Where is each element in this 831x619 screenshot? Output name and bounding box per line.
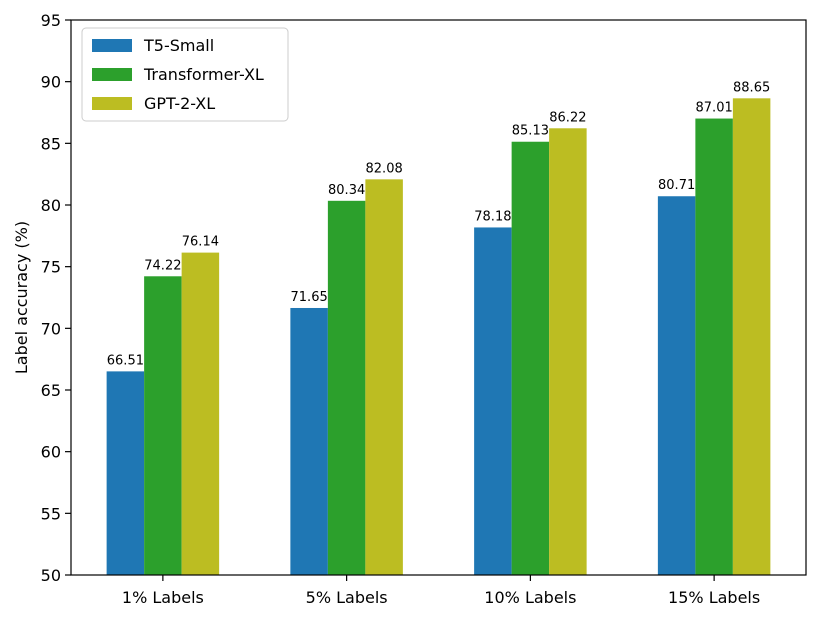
y-tick-label: 55	[41, 504, 61, 523]
plot-frame	[70, 19, 807, 576]
y-tick-label: 50	[41, 566, 61, 585]
bar-t5-small	[106, 371, 145, 575]
bar-value-label: 87.01	[696, 101, 733, 116]
x-tick-label: 15% Labels	[668, 588, 760, 607]
bar-value-label: 85.13	[512, 124, 549, 139]
y-axis-label: Label accuracy (%)	[12, 221, 31, 374]
legend-swatch	[92, 39, 132, 52]
bar-transformer-xl	[327, 200, 366, 575]
y-tick-label: 90	[41, 73, 61, 92]
bar-gpt-2-xl	[732, 98, 771, 576]
bar-value-label: 71.65	[291, 290, 328, 305]
legend-label: T5-Small	[143, 36, 214, 55]
legend-swatch	[92, 97, 132, 110]
bar-value-label: 74.22	[144, 258, 181, 273]
bar-value-label: 76.14	[182, 235, 219, 250]
bar-t5-small	[290, 307, 328, 575]
y-tick-label: 65	[41, 381, 61, 400]
bar-gpt-2-xl	[549, 128, 587, 575]
y-tick-label: 85	[41, 134, 61, 153]
bar-transformer-xl	[695, 118, 733, 575]
bar-transformer-xl	[144, 276, 182, 575]
y-tick-label: 80	[41, 196, 61, 215]
bar-value-label: 80.71	[658, 178, 695, 193]
y-tick-label: 95	[41, 11, 61, 30]
bar-value-label: 80.34	[328, 183, 365, 198]
bar-value-label: 82.08	[366, 161, 403, 176]
y-tick-label: 70	[41, 319, 61, 338]
legend: T5-Small Transformer-XL GPT-2-XL	[81, 27, 289, 122]
bar-value-label: 66.51	[107, 353, 144, 368]
y-axis: 50 55 60 65 70 75 80 85 90 95	[41, 11, 71, 585]
legend-box	[81, 27, 289, 122]
bar-t5-small	[657, 196, 696, 575]
legend-swatch	[92, 68, 132, 81]
x-tick-label: 5% Labels	[306, 588, 388, 607]
bar-value-label: 88.65	[733, 80, 770, 95]
bar-gpt-2-xl	[365, 179, 403, 575]
bar-t5-small	[474, 227, 512, 576]
legend-label: Transformer-XL	[143, 65, 264, 84]
bar-transformer-xl	[511, 141, 550, 576]
y-tick-label: 75	[41, 258, 61, 277]
y-tick-label: 60	[41, 443, 61, 462]
bars-layer	[106, 98, 771, 576]
bar-gpt-2-xl	[181, 252, 220, 575]
bar-value-label: 86.22	[549, 110, 586, 125]
x-tick-label: 1% Labels	[122, 588, 204, 607]
bar-value-label: 78.18	[474, 209, 511, 224]
x-axis: 1% Labels 5% Labels 10% Labels 15% Labels	[122, 575, 760, 607]
legend-label: GPT-2-XL	[144, 94, 215, 113]
x-tick-label: 10% Labels	[484, 588, 576, 607]
